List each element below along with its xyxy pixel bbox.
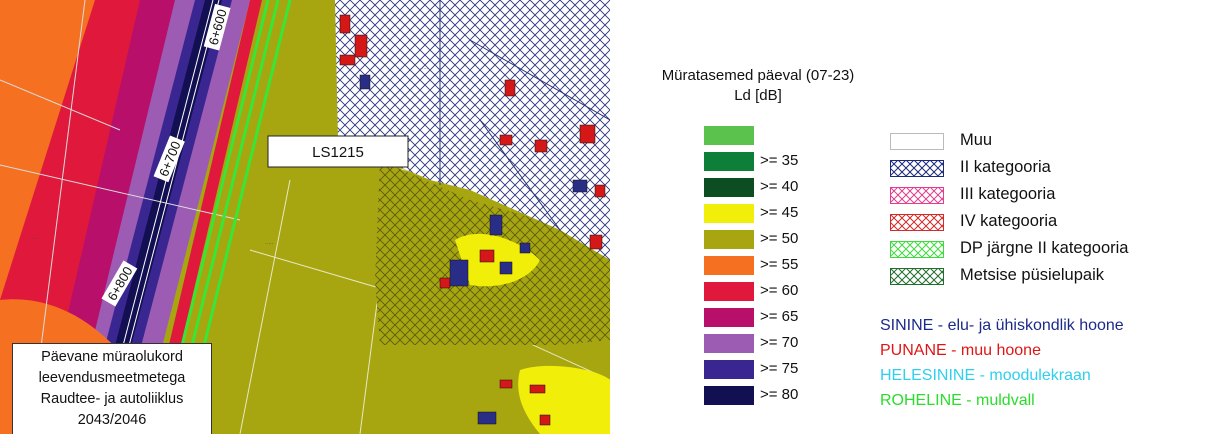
category-hatch-swatch — [890, 214, 944, 231]
building-color-key-row: SININE - elu- ja ühiskondlik hoone — [880, 317, 1124, 334]
noise-level-swatch — [704, 230, 754, 249]
building-color-key-row: ROHELINE - muldvall — [880, 392, 1035, 409]
building-color-key: SININE - elu- ja ühiskondlik hoone PUNANE… — [880, 313, 1124, 413]
category-label: III kategooria — [960, 185, 1056, 203]
map-title-line-2: leevendusmeetmetega — [38, 370, 186, 386]
category-hatch-swatch — [890, 187, 944, 204]
category-label: DP järgne II kategooria — [960, 239, 1129, 257]
building-color-key-row: HELESININE - moodulekraan — [880, 367, 1091, 384]
noise-level-label: >= 35 — [760, 152, 799, 169]
noise-level-label: >= 40 — [760, 178, 799, 195]
noise-level-label: >= 55 — [760, 256, 799, 273]
map-title-box: Päevane müraolukord leevendusmeetmetega … — [12, 343, 212, 434]
map-title-line-3: Raudtee- ja autoliiklus — [40, 391, 184, 407]
category-hatch-swatch — [890, 160, 944, 177]
noise-level-swatch — [704, 360, 754, 379]
noise-level-label: >= 60 — [760, 282, 799, 299]
category-label: Metsise püsielupaik — [960, 266, 1104, 284]
noise-level-swatch — [704, 152, 754, 171]
noise-level-swatch — [704, 386, 754, 405]
svg-text:LS1215: LS1215 — [312, 144, 364, 161]
noise-level-swatch — [704, 282, 754, 301]
building-label-box[interactable]: LS1215 — [267, 135, 409, 168]
noise-level-swatch — [704, 256, 754, 275]
noise-map-canvas: ····· ····· ····· ····· 6+600 6+700 6+80… — [0, 0, 610, 434]
noise-level-label: >= 45 — [760, 204, 799, 221]
map-title-line-1: Päevane müraolukord — [41, 349, 183, 365]
noise-map[interactable]: ····· ····· ····· ····· 6+600 6+700 6+80… — [0, 0, 610, 434]
svg-text:·····: ····· — [420, 66, 429, 72]
legend-title: Müratasemed päeval (07-23) Ld [dB] — [630, 66, 886, 106]
legend-title-line-2: Ld [dB] — [734, 87, 782, 104]
noise-level-swatch — [704, 308, 754, 327]
noise-level-label: >= 80 — [760, 386, 799, 403]
category-hatch-swatch — [890, 268, 944, 285]
noise-level-label: >= 50 — [760, 230, 799, 247]
category-hatch-swatch — [890, 241, 944, 258]
category-label: Muu — [960, 131, 993, 149]
noise-level-swatch — [704, 204, 754, 223]
map-title-line-4: 2043/2046 — [77, 412, 147, 428]
category-label: IV kategooria — [960, 212, 1058, 230]
noise-level-swatch — [704, 178, 754, 197]
building-color-key-row: PUNANE - muu hoone — [880, 342, 1041, 359]
noise-level-label: >= 70 — [760, 334, 799, 351]
noise-level-label: >= 75 — [760, 360, 799, 377]
noise-level-swatch — [704, 126, 754, 145]
category-hatch-swatch — [890, 133, 944, 150]
category-label: II kategooria — [960, 158, 1051, 176]
map-legend: Müratasemed päeval (07-23) Ld [dB] >= 35… — [610, 0, 1209, 434]
noise-level-label: >= 65 — [760, 308, 799, 325]
noise-level-swatch — [704, 334, 754, 353]
svg-text:·····: ····· — [265, 241, 274, 247]
legend-title-line-1: Müratasemed päeval (07-23) — [661, 67, 855, 84]
svg-text:·····: ····· — [540, 91, 549, 97]
svg-text:·····: ····· — [30, 236, 39, 242]
